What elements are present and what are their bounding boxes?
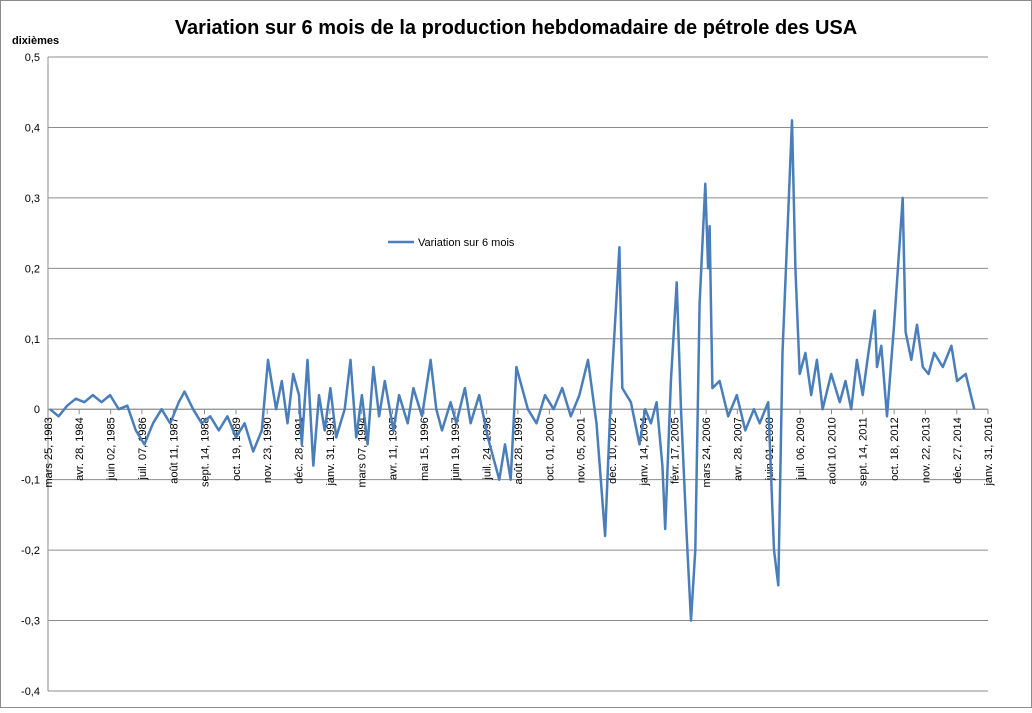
data-line: [49, 119, 976, 622]
x-tick-label: juil. 06, 2009: [795, 417, 807, 480]
y-tick-label: 0,1: [25, 334, 40, 346]
x-tick-label: sept. 14, 1988: [200, 417, 212, 487]
x-tick-label: mars 24, 2006: [701, 417, 713, 487]
x-tick-label: nov. 22, 2013: [920, 417, 932, 483]
y-tick-label: 0: [34, 404, 40, 416]
chart-title: Variation sur 6 mois de la production he…: [175, 17, 857, 39]
y-tick-label: -0,3: [21, 616, 40, 628]
x-tick-label: oct. 01, 2000: [544, 417, 556, 481]
x-tick-label: mars 25, 1983: [43, 417, 55, 487]
x-tick-label: juil. 07, 1986: [137, 417, 149, 480]
x-tick-label: juil. 24, 1998: [482, 417, 494, 480]
y-axis-label: dixièmes: [12, 35, 59, 47]
x-tick-label: avr. 28, 2007: [732, 417, 744, 481]
x-tick-label: janv. 31, 2016: [983, 417, 995, 486]
x-tick-label: déc. 27, 2014: [952, 417, 964, 484]
x-tick-label: févr. 17, 2005: [670, 417, 682, 484]
x-tick-label: juin 19, 1997: [450, 417, 462, 481]
x-tick-label: nov. 23, 1990: [262, 417, 274, 483]
legend-label: Variation sur 6 mois: [418, 237, 515, 249]
x-tick-label: avr. 11, 1995: [388, 417, 400, 480]
x-tick-label: janv. 14, 2004: [638, 417, 650, 486]
x-tick-label: avr. 28, 1984: [74, 417, 86, 481]
y-tick-label: 0,4: [25, 122, 40, 134]
y-tick-label: 0,2: [25, 263, 40, 275]
x-tick-label: sept. 14, 2011: [858, 417, 870, 486]
y-tick-label: 0,3: [25, 193, 40, 205]
x-tick-label: août 28, 1999: [513, 417, 525, 484]
y-tick-label: 0,5: [25, 52, 40, 64]
y-tick-label: -0,4: [21, 686, 40, 698]
x-tick-label: nov. 05, 2001: [576, 417, 588, 483]
y-tick-label: -0,2: [21, 545, 40, 557]
x-tick-label: oct. 18, 2012: [889, 417, 901, 481]
x-tick-label: janv. 31, 1993: [325, 417, 337, 486]
x-tick-label: juin 02, 1985: [106, 417, 118, 481]
x-tick-label: août 11, 1987: [168, 417, 180, 483]
x-tick-label: mai 15, 1996: [419, 417, 431, 481]
x-tick-label: août 10, 2010: [826, 417, 838, 484]
y-tick-label: -0,1: [21, 475, 40, 487]
